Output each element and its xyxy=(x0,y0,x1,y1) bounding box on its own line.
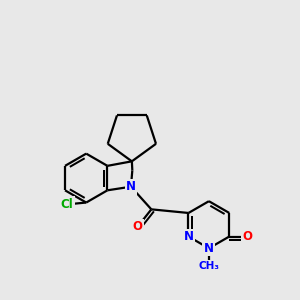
Text: Cl: Cl xyxy=(61,198,74,211)
Text: N: N xyxy=(204,242,214,255)
Text: N: N xyxy=(126,180,136,193)
Text: O: O xyxy=(242,230,252,243)
Text: CH₃: CH₃ xyxy=(198,261,219,272)
Text: N: N xyxy=(184,230,194,243)
Text: O: O xyxy=(133,220,143,233)
